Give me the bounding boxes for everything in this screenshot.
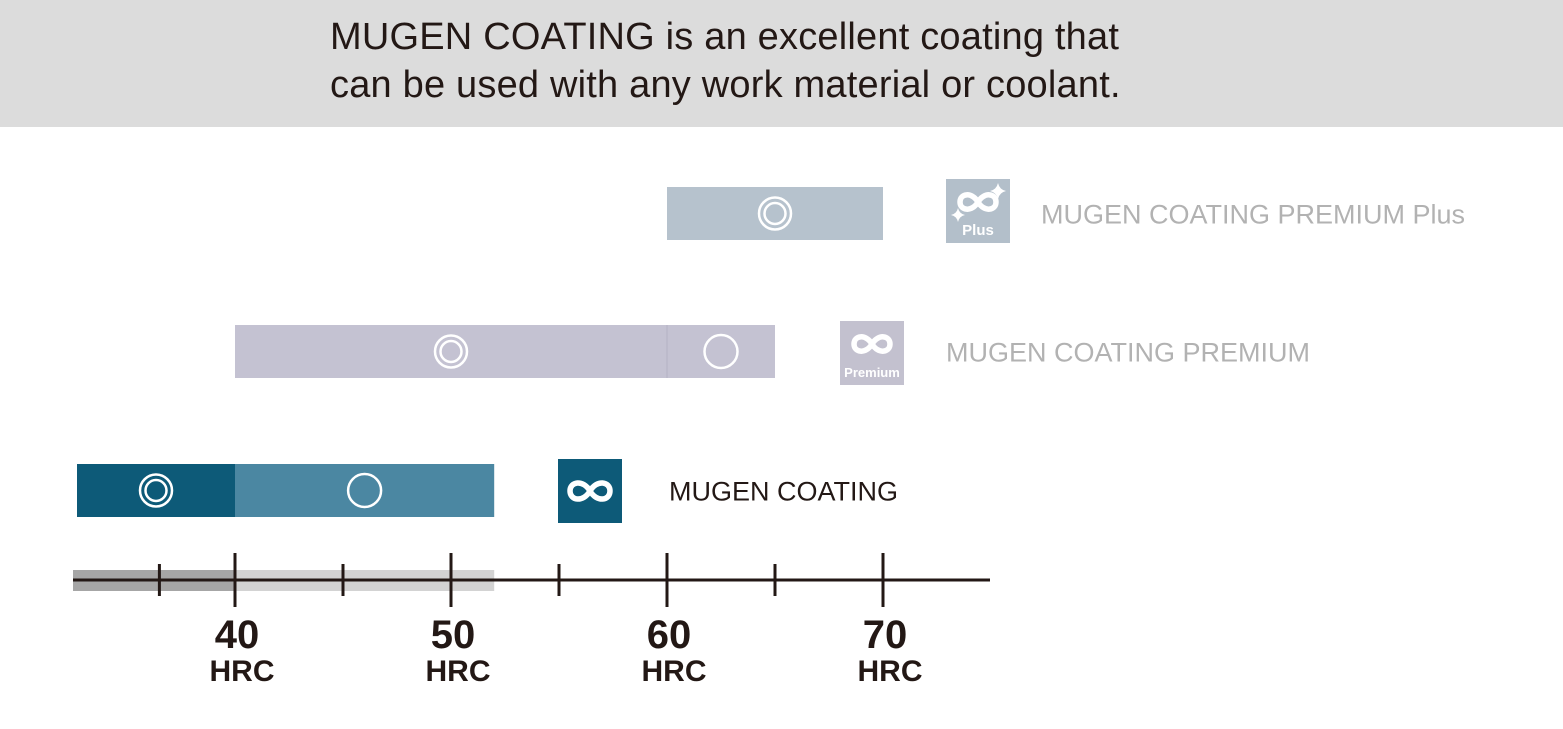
series-0-badge-label: Plus	[962, 222, 994, 239]
axis-tick-unit-60: HRC	[642, 655, 707, 688]
series-0-infinity-icon	[957, 192, 999, 212]
series-0-bar-segment-0	[667, 187, 883, 240]
axis-tick-label-60: 60	[647, 613, 692, 657]
series-2-name: MUGEN COATING	[669, 477, 898, 507]
series-1: Premium MUGEN COATING PREMIUM	[235, 321, 1310, 385]
series-0-sparkle-icon	[990, 183, 1006, 199]
series-2-mark-1-circle-icon	[346, 472, 383, 509]
axis-tick-unit-50: HRC	[426, 655, 491, 688]
series-0-mark-0-double-circle-icon	[757, 196, 793, 231]
series-2-mark-0-double-circle-inner-icon	[144, 478, 168, 503]
series-2-bar-segment-1	[235, 464, 495, 517]
series-1-mark-0-double-circle-inner-icon	[439, 339, 463, 364]
header-line-1: MUGEN COATING is an excellent coating th…	[330, 16, 1120, 58]
series-2-bar-segment-0	[77, 464, 235, 517]
series-1-mark-1-circle-icon	[703, 333, 739, 370]
series-1-bar-segment-1	[667, 325, 775, 378]
axis-tick-label-70: 70	[863, 613, 908, 657]
series-1-mark-0-double-circle-icon	[433, 334, 469, 369]
series-1-name: MUGEN COATING PREMIUM	[946, 338, 1310, 368]
series-1-badge	[840, 321, 904, 385]
series-2: MUGEN COATING	[77, 459, 898, 523]
series-0-mark-0-double-circle-inner-icon	[763, 201, 787, 226]
series-0-name: MUGEN COATING PREMIUM Plus	[1041, 200, 1465, 230]
series-1-badge-label: Premium	[844, 365, 900, 380]
axis-tick-label-50: 50	[431, 613, 476, 657]
series-0-sparkle-small-icon	[951, 208, 965, 222]
axis-tick-unit-70: HRC	[858, 655, 923, 688]
series-1-bar-segment-0	[235, 325, 667, 378]
axis-tick-label-40: 40	[215, 613, 260, 657]
series-2-mark-0-double-circle-icon	[138, 473, 174, 508]
axis-tick-unit-40: HRC	[210, 655, 275, 688]
header-line-2: can be used with any work material or co…	[330, 64, 1121, 106]
series-0: Plus MUGEN COATING PREMIUM Plus	[667, 179, 1465, 243]
header-banner: MUGEN COATING is an excellent coating th…	[0, 0, 1563, 127]
series-2-infinity-icon	[567, 480, 613, 502]
series-1-infinity-icon	[851, 334, 893, 354]
